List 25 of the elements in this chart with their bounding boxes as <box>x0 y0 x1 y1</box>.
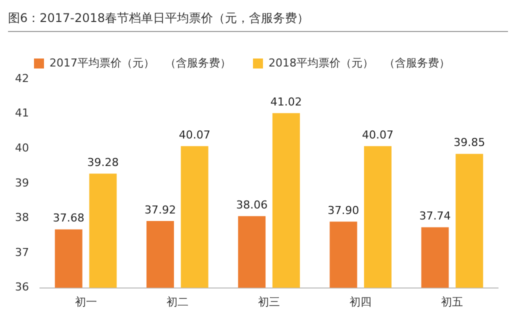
data-label: 39.85 <box>454 136 486 150</box>
y-tick-label: 39 <box>14 176 29 190</box>
data-label: 39.28 <box>87 156 119 170</box>
data-label: 37.90 <box>328 204 360 218</box>
x-tick-label: 初三 <box>258 295 280 308</box>
chart-title: 图6：2017-2018春节档单日平均票价（元，含服务费） <box>8 8 508 32</box>
legend-label: 2018平均票价（元） （含服务费） <box>268 56 450 70</box>
data-label: 41.02 <box>270 95 302 108</box>
y-tick-label: 38 <box>14 211 29 224</box>
data-label: 38.06 <box>236 198 268 212</box>
y-tick-label: 41 <box>14 106 29 120</box>
data-label: 37.74 <box>419 210 451 223</box>
y-tick-label: 37 <box>14 246 29 259</box>
data-label: 37.92 <box>144 203 176 216</box>
y-tick-label: 40 <box>14 141 29 154</box>
y-tick-label: 36 <box>14 280 29 294</box>
x-tick-label: 初四 <box>350 295 372 308</box>
data-label: 40.07 <box>362 128 394 142</box>
y-tick-label: 42 <box>14 72 29 85</box>
data-label: 37.68 <box>52 212 84 225</box>
x-tick-label: 初二 <box>166 295 188 308</box>
legend-label: 2017平均票价（元） （含服务费） <box>50 56 231 70</box>
x-tick-label: 初一 <box>74 295 97 308</box>
data-label: 40.07 <box>178 128 210 142</box>
x-tick-label: 初五 <box>441 295 464 308</box>
